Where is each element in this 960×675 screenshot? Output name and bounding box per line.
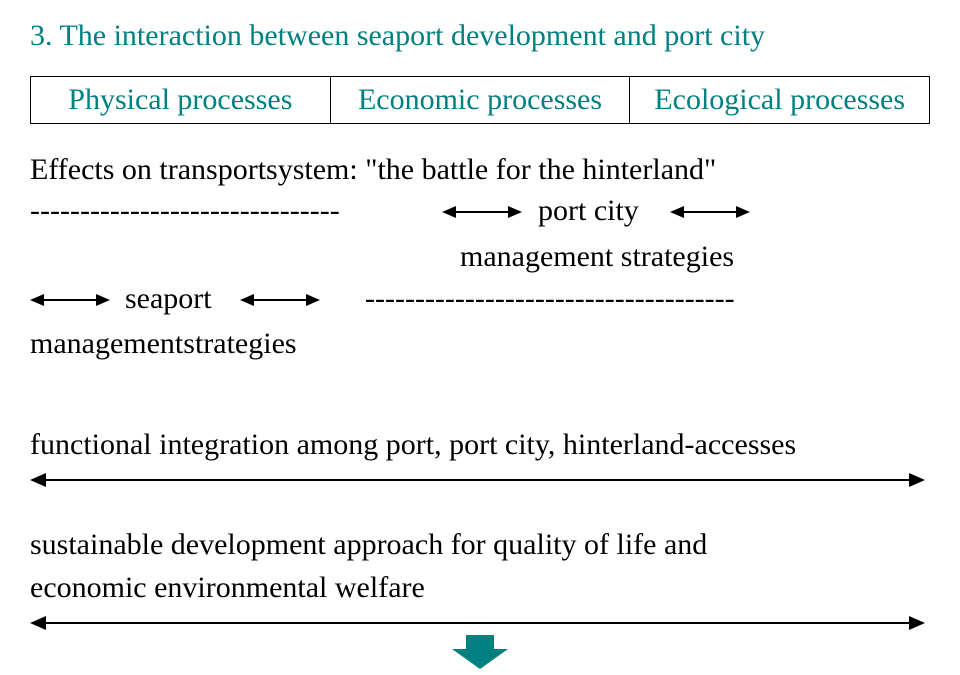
functional-rest: unctional integration among port, port c…: [40, 428, 796, 461]
double-arrow-icon: [442, 202, 522, 222]
down-arrow-icon: [452, 635, 508, 669]
sustainable-line-1: sustainable development approach for qua…: [30, 523, 930, 567]
header-ecological: Ecological processes: [629, 77, 929, 123]
effects-line: Effects on transportsystem: "the battle …: [30, 148, 930, 192]
long-double-arrow-icon: [30, 612, 925, 634]
row-port-city: ------------------------------- port cit…: [30, 194, 930, 238]
sustainable-arrow-row: [30, 612, 930, 638]
double-arrow-icon: [240, 290, 320, 310]
process-header-row: Physical processes Economic processes Ec…: [30, 76, 930, 124]
long-double-arrow-icon: [30, 469, 925, 491]
row-seaport: seaport --------------------------------…: [30, 282, 930, 326]
functional-arrow-row: [30, 469, 930, 495]
dashes-right: -------------------------------------: [365, 282, 735, 316]
slide-page: 3. The interaction between seaport devel…: [0, 0, 960, 675]
double-arrow-icon: [670, 202, 750, 222]
sustainable-line-2: economic environmental welfare: [30, 566, 930, 610]
row-mgmt-strategies: management strategies: [30, 240, 930, 280]
functional-prefix: f: [30, 428, 40, 461]
functional-line: functional integration among port, port …: [30, 423, 930, 467]
management-strategies-label: management strategies: [460, 240, 734, 274]
header-economic: Economic processes: [330, 77, 630, 123]
sustainable-block: sustainable development approach for qua…: [30, 523, 930, 638]
port-city-label: port city: [538, 194, 639, 228]
seaport-label: seaport: [125, 282, 212, 316]
header-physical: Physical processes: [31, 77, 330, 123]
management-strategies-lower: managementstrategies: [30, 322, 930, 366]
double-arrow-icon: [30, 290, 110, 310]
dashes-left: -------------------------------: [30, 194, 340, 228]
slide-title: 3. The interaction between seaport devel…: [30, 18, 930, 54]
functional-block: functional integration among port, port …: [30, 423, 930, 495]
